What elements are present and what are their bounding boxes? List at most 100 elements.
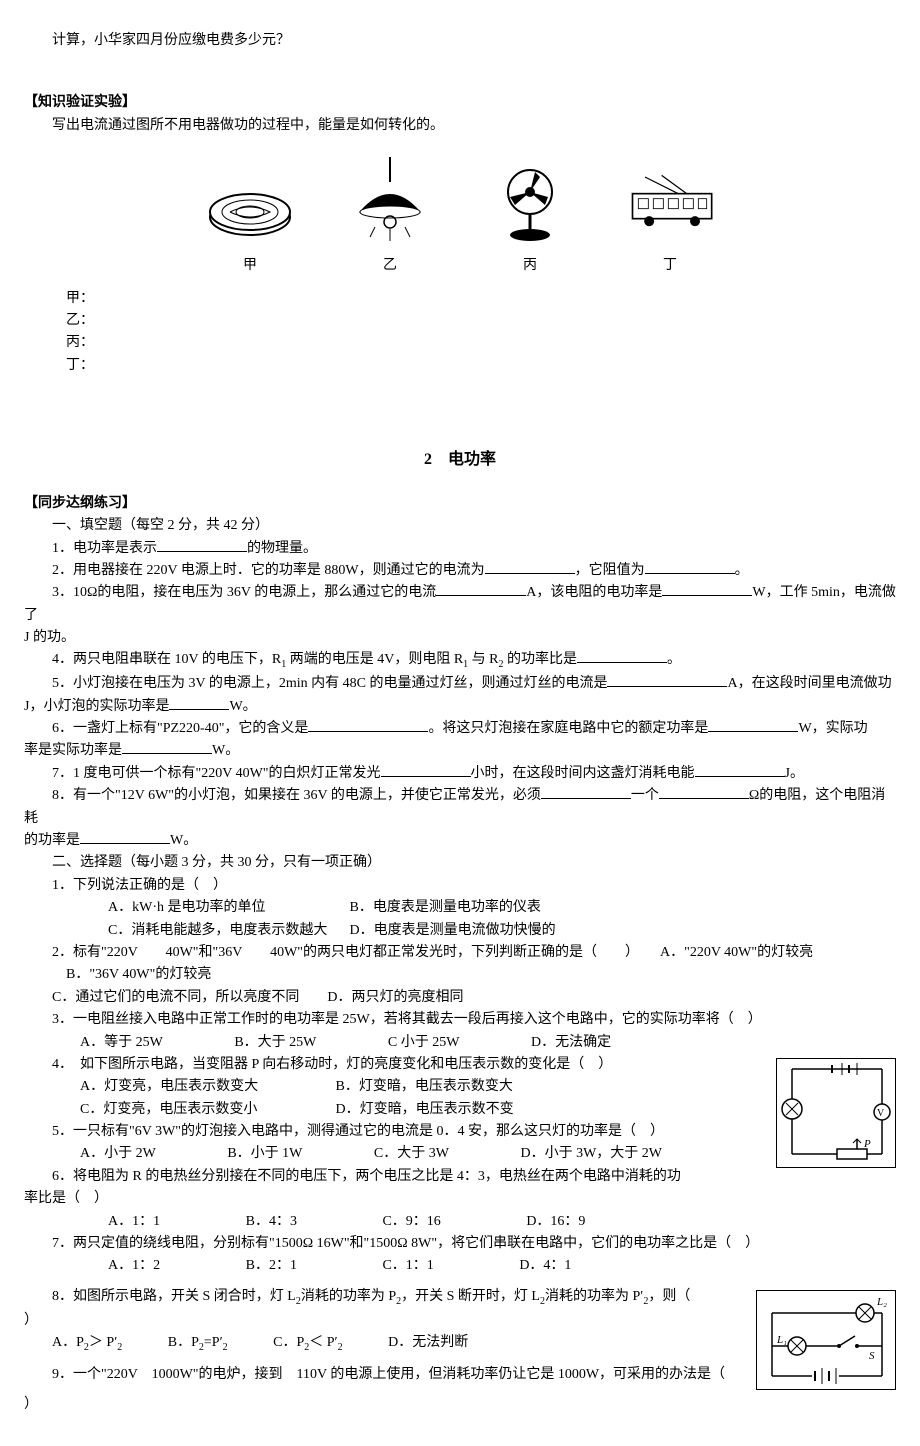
- q3-end: J 的功。: [24, 630, 75, 645]
- q7-c: C．1：1: [340, 1255, 433, 1277]
- choice-q1-ab: A．kW·h 是电功率的单位 B．电度表是测量电功率的仪表: [24, 897, 896, 919]
- q5-pre: 5．小灯泡接在电压为 3V 的电源上，2min 内有 48C 的电量通过灯丝，则…: [52, 676, 607, 691]
- choice-q5-opts: A．小于 2W B．小于 1W C．大于 3W D．小于 3W，大于 2W: [24, 1143, 896, 1165]
- blank: [169, 696, 229, 710]
- caption-bing: 丙: [523, 255, 537, 277]
- q1-b: B．电度表是测量电功率的仪表: [350, 900, 541, 915]
- fill-q5: 5．小灯泡接在电压为 3V 的电源上，2min 内有 48C 的电量通过灯丝，则…: [24, 673, 896, 695]
- q6-end: 率是实际功率是: [24, 743, 122, 758]
- q3-a: A．等于 25W: [52, 1032, 163, 1054]
- chapter-title: 2 电功率: [24, 447, 896, 473]
- choice-q4-stem: 4． 如下图所示电路，当变阻器 P 向右移动时，灯的亮度变化和电压表示数的变化是…: [24, 1054, 896, 1076]
- q6-c: C．9：16: [340, 1211, 440, 1233]
- choice-q3-stem: 3．一电阻丝接入电路中正常工作时的电功率是 25W，若将其截去一段后再接入这个电…: [24, 1009, 896, 1031]
- q5-c: C．大于 3W: [346, 1143, 449, 1165]
- choice-q6-stem: 6．将电阻为 R 的电热丝分别接在不同的电压下，两个电压之比是 4：3，电热丝在…: [24, 1166, 896, 1188]
- choice-q2-cd: C．通过它们的电流不同，所以亮度不同 D．两只灯的亮度相同: [24, 987, 896, 1009]
- q5-a: A．小于 2W: [52, 1143, 156, 1165]
- pendant-lamp-icon: [340, 157, 440, 247]
- experiment-title: 【知识验证实验】: [24, 92, 896, 114]
- q8b-pre: B．P: [168, 1335, 199, 1350]
- q6-mid: 。将这只灯泡接在家庭电路中它的额定功率是: [428, 721, 708, 736]
- q2-d: D．两只灯的亮度相同: [327, 990, 463, 1005]
- top-question: 计算，小华家四月份应缴电费多少元？: [24, 30, 896, 52]
- blank: [122, 740, 212, 754]
- choice-q3-opts: A．等于 25W B．大于 25W C 小于 25W D．无法确定: [24, 1032, 896, 1054]
- fill-q6b: 率是实际功率是W。: [24, 740, 896, 762]
- fill-q3: 3．10Ω的电阻，接在电压为 36V 的电源上，那么通过它的电流A，该电阻的电功…: [24, 582, 896, 627]
- q4-a: A．灯变亮，电压表示数变大: [52, 1076, 332, 1098]
- q6-d: D．16：9: [484, 1211, 585, 1233]
- appliance-bing: 丙: [480, 157, 580, 277]
- q4-c: C．灯变亮，电压表示数变小: [52, 1099, 332, 1121]
- choice-q5-stem: 5．一只标有"6V 3W"的灯泡接入电路中，测得通过它的电流是 0．4 安，那么…: [24, 1121, 896, 1143]
- q2-mid: ，它阻值为: [575, 563, 645, 578]
- q1-d: D．电度表是测量电流做功快慢的: [350, 923, 556, 938]
- experiment-desc: 写出电流通过图所不用电器做功的过程中，能量是如何转化的。: [24, 115, 896, 137]
- choice-q4-ab: A．灯变亮，电压表示数变大 B．灯变暗，电压表示数变大: [24, 1076, 896, 1098]
- svg-text:S: S: [869, 1350, 875, 1362]
- fill-q4: 4．两只电阻串联在 10V 的电压下，R1 两端的电压是 4V，则电阻 R1 与…: [24, 649, 896, 673]
- q7-mid: 小时，在这段时间内这盏灯消耗电能: [471, 766, 695, 781]
- line-yi: 乙：: [66, 310, 896, 332]
- circuit1-label-p: P: [863, 1138, 871, 1150]
- caption-yi: 乙: [383, 255, 397, 277]
- q4-pre: 4．两只电阻串联在 10V 的电压下，R: [52, 652, 281, 667]
- choice-q1-cd: C．消耗电能越多，电度表示数越大 D．电度表是测量电流做功快慢的: [24, 920, 896, 942]
- q8-end: 的功率是: [24, 833, 80, 848]
- electric-fan-icon: [480, 157, 580, 247]
- line-ding: 丁：: [66, 355, 896, 377]
- q8-opta: A．P2＞ P′2: [52, 1335, 122, 1350]
- blank: [659, 785, 749, 799]
- choice-header: 二、选择题（每小题 3 分，共 30 分，只有一项正确）: [24, 852, 896, 874]
- choice-q6-stem2: 率比是（ ）: [24, 1188, 896, 1210]
- blank: [80, 830, 170, 844]
- svg-text:L₁: L₁: [776, 1334, 787, 1346]
- circuit-diagram-1: V P: [776, 1058, 896, 1168]
- q6-mid2: W，实际功: [798, 721, 867, 736]
- q2-c: C．通过它们的电流不同，所以亮度不同: [52, 990, 299, 1005]
- q7-b: B．2：1: [204, 1255, 297, 1277]
- q8-mid: 一个: [631, 788, 659, 803]
- trolleybus-icon: [620, 157, 720, 247]
- blank: [662, 582, 752, 596]
- caption-jia: 甲: [243, 255, 257, 277]
- q4-mid: 两端的电压是 4V，则电阻 R: [286, 652, 463, 667]
- blank: [381, 763, 471, 777]
- choice-q4-cd: C．灯变亮，电压表示数变小 D．灯变暗，电压表示数不变: [24, 1099, 896, 1121]
- q7-end: J。: [785, 766, 804, 781]
- q8c-sub2: 2: [338, 1342, 343, 1353]
- blank: [708, 718, 798, 732]
- q6-pre: 6．一盏灯上标有"PZ220-40"，它的含义是: [52, 721, 308, 736]
- q4-end: 。: [667, 652, 681, 667]
- q1-post: 的物理量。: [247, 541, 317, 556]
- q8-optc: C．P2＜ P′2: [273, 1335, 342, 1350]
- blank: [607, 673, 727, 687]
- q7-a: A．1：2: [66, 1255, 160, 1277]
- q4-mid3: 的功率比是: [504, 652, 578, 667]
- blank: [157, 538, 247, 552]
- q8-pre: 8．有一个"12V 6W"的小灯泡，如果接在 36V 的电源上，并使它正常发光，…: [52, 788, 541, 803]
- choice-q9-close: ）: [24, 1394, 896, 1416]
- blank: [577, 649, 667, 663]
- q8-optd: D．无法判断: [388, 1335, 468, 1350]
- q4-b: B．灯变暗，电压表示数变大: [336, 1079, 513, 1094]
- choice-q6-opts: A．1：1 B．4：3 C．9：16 D．16：9: [24, 1211, 896, 1233]
- choice-q1-stem: 1．下列说法正确的是（ ）: [24, 875, 896, 897]
- q5-end1: J，小灯泡的实际功率是: [24, 699, 169, 714]
- line-jia: 甲：: [66, 288, 896, 310]
- fill-q8b: 的功率是W。: [24, 830, 896, 852]
- q1-pre: 1．电功率是表示: [52, 541, 157, 556]
- fill-header: 一、填空题（每空 2 分，共 42 分）: [24, 515, 896, 537]
- practice-title: 【同步达纲练习】: [24, 493, 896, 515]
- fill-q2: 2．用电器接在 220V 电源上时．它的功率是 880W，则通过它的电流为 ，它阻…: [24, 560, 896, 582]
- line-bing: 丙：: [66, 332, 896, 354]
- q8c-mid: ＜ P′: [309, 1335, 337, 1350]
- q5-b: B．小于 1W: [199, 1143, 302, 1165]
- q8a-pre: A．P: [52, 1335, 84, 1350]
- q8c-pre: C．P: [273, 1335, 304, 1350]
- appliance-images-row: 甲 乙 丙: [24, 157, 896, 277]
- q2-pre: 2．用电器接在 220V 电源上时．它的功率是 880W，则通过它的电流为: [52, 563, 485, 578]
- q8b-mid: =P′: [204, 1335, 223, 1350]
- q3-mid1: A，该电阻的电功率是: [526, 585, 662, 600]
